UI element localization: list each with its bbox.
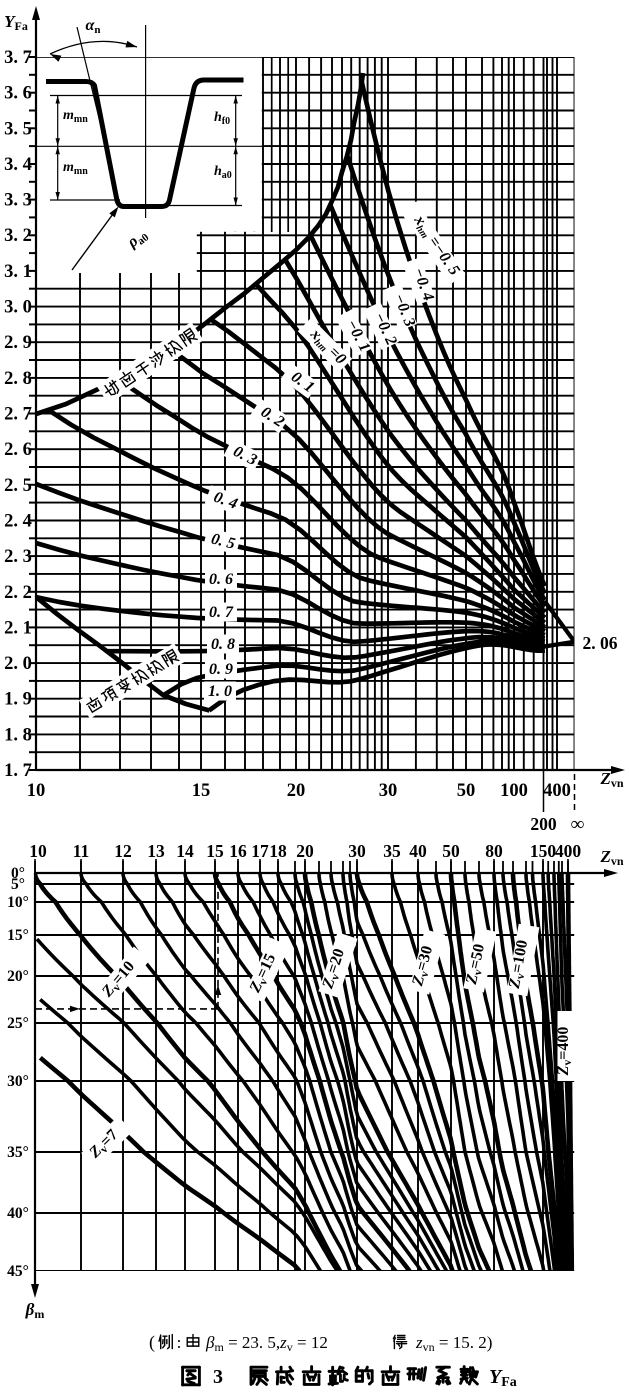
svg-text:15: 15 bbox=[206, 841, 224, 861]
svg-text:mmn: mmn bbox=[63, 108, 88, 125]
svg-text:30: 30 bbox=[379, 781, 398, 801]
svg-text:15°: 15° bbox=[7, 927, 29, 944]
svg-text:hf0: hf0 bbox=[214, 110, 230, 127]
svg-text:Zvn: Zvn bbox=[599, 847, 623, 868]
svg-text:0°: 0° bbox=[11, 865, 25, 882]
svg-text:10: 10 bbox=[27, 781, 46, 801]
svg-text:5°: 5° bbox=[11, 876, 25, 893]
svg-text:αn: αn bbox=[86, 17, 101, 36]
svg-text:mmn: mmn bbox=[63, 160, 88, 177]
svg-text:2. 5: 2. 5 bbox=[4, 476, 32, 496]
svg-text:2. 7: 2. 7 bbox=[4, 405, 32, 425]
svg-text:∞: ∞ bbox=[571, 814, 585, 835]
svg-text:3: 3 bbox=[213, 1366, 223, 1388]
svg-text:400: 400 bbox=[543, 781, 571, 801]
svg-text:2. 4: 2. 4 bbox=[4, 511, 32, 531]
svg-text:10°: 10° bbox=[7, 894, 29, 911]
svg-text:βm = 23. 5,zv = 12: βm = 23. 5,zv = 12 bbox=[205, 1333, 328, 1354]
svg-text:18: 18 bbox=[269, 841, 287, 861]
svg-text:3. 1: 3. 1 bbox=[4, 262, 32, 282]
svg-text:0. 5: 0. 5 bbox=[209, 530, 236, 552]
svg-text:YFa: YFa bbox=[489, 1366, 517, 1390]
svg-text:YFa: YFa bbox=[4, 12, 28, 33]
svg-text:45°: 45° bbox=[7, 1263, 29, 1280]
svg-text:3. 3: 3. 3 bbox=[4, 191, 32, 211]
svg-text:3. 4: 3. 4 bbox=[4, 155, 32, 175]
svg-text:14: 14 bbox=[176, 841, 194, 861]
svg-text:13: 13 bbox=[147, 841, 165, 861]
svg-text:10: 10 bbox=[29, 841, 47, 861]
svg-text:(: ( bbox=[149, 1332, 155, 1353]
svg-text:zvn = 15. 2): zvn = 15. 2) bbox=[415, 1333, 492, 1354]
svg-text:2. 0: 2. 0 bbox=[4, 654, 32, 674]
svg-text:3. 7: 3. 7 bbox=[4, 48, 32, 68]
svg-text:80: 80 bbox=[485, 841, 503, 861]
svg-text::: : bbox=[177, 1333, 182, 1352]
svg-text:0. 9: 0. 9 bbox=[209, 661, 233, 678]
svg-text:20: 20 bbox=[287, 781, 306, 801]
svg-text:35: 35 bbox=[383, 841, 401, 861]
svg-text:0. 8: 0. 8 bbox=[211, 636, 235, 653]
svg-text:16: 16 bbox=[229, 841, 247, 861]
svg-text:Zv=50: Zv=50 bbox=[463, 942, 490, 987]
svg-text:20: 20 bbox=[296, 841, 314, 861]
svg-text:3. 0: 3. 0 bbox=[4, 298, 32, 318]
svg-text:3. 2: 3. 2 bbox=[4, 226, 32, 246]
svg-text:Zv=400: Zv=400 bbox=[555, 1027, 574, 1077]
svg-text:2. 6: 2. 6 bbox=[4, 440, 32, 460]
svg-text:0. 7: 0. 7 bbox=[209, 604, 234, 621]
svg-text:0. 6: 0. 6 bbox=[209, 571, 233, 588]
svg-text:25°: 25° bbox=[7, 1015, 29, 1032]
svg-text:15: 15 bbox=[192, 781, 211, 801]
svg-text:30°: 30° bbox=[7, 1073, 29, 1090]
svg-text:Zv=20: Zv=20 bbox=[319, 947, 350, 992]
svg-text:Zv=30: Zv=30 bbox=[409, 944, 438, 989]
svg-text:40°: 40° bbox=[7, 1205, 29, 1222]
svg-text:1. 0: 1. 0 bbox=[208, 683, 232, 700]
svg-text:30: 30 bbox=[348, 841, 366, 861]
svg-text:50: 50 bbox=[457, 781, 476, 801]
svg-text:150: 150 bbox=[530, 841, 557, 861]
svg-text:βm: βm bbox=[25, 1300, 45, 1321]
svg-text:2. 9: 2. 9 bbox=[4, 333, 32, 353]
svg-text:2. 06: 2. 06 bbox=[583, 633, 618, 653]
svg-text:200: 200 bbox=[530, 814, 557, 834]
svg-text:11: 11 bbox=[73, 841, 90, 861]
svg-text:12: 12 bbox=[114, 841, 132, 861]
svg-text:1. 8: 1. 8 bbox=[4, 725, 32, 745]
svg-text:2. 1: 2. 1 bbox=[4, 618, 32, 638]
svg-text:40: 40 bbox=[409, 841, 427, 861]
svg-text:1. 9: 1. 9 bbox=[4, 690, 32, 710]
svg-text:Zv=100: Zv=100 bbox=[506, 939, 533, 991]
svg-text:2. 8: 2. 8 bbox=[4, 369, 32, 389]
svg-text:2. 2: 2. 2 bbox=[4, 583, 32, 603]
svg-text:20°: 20° bbox=[7, 968, 29, 985]
svg-text:3. 6: 3. 6 bbox=[4, 84, 32, 104]
svg-text:Zvn: Zvn bbox=[599, 769, 623, 790]
svg-text:3. 5: 3. 5 bbox=[4, 119, 32, 139]
svg-text:1. 7: 1. 7 bbox=[4, 761, 32, 781]
svg-text:35°: 35° bbox=[7, 1144, 29, 1161]
svg-text:400: 400 bbox=[555, 841, 582, 861]
svg-text:100: 100 bbox=[500, 781, 528, 801]
svg-text:17: 17 bbox=[251, 841, 269, 861]
svg-text:2. 3: 2. 3 bbox=[4, 547, 32, 567]
svg-text:ha0: ha0 bbox=[214, 164, 232, 181]
svg-text:50: 50 bbox=[442, 841, 460, 861]
